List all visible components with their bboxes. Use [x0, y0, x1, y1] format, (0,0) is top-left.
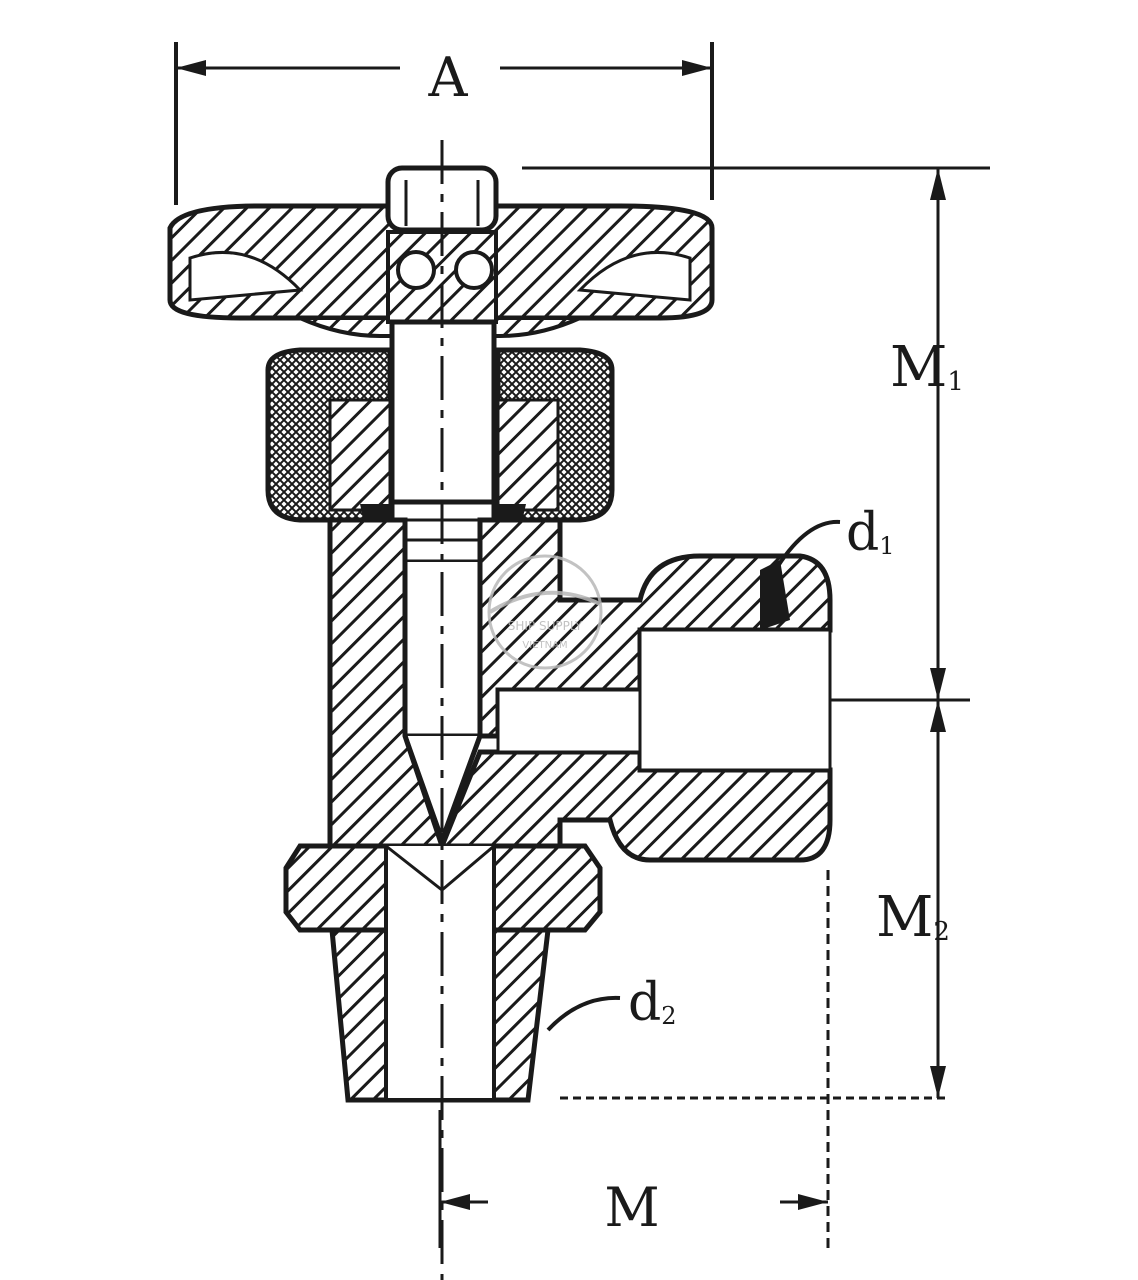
label-d1: d1	[846, 503, 895, 563]
watermark-line1: SHIP SUPPLY	[508, 619, 583, 633]
valve-body	[327, 517, 833, 863]
label-m: M	[604, 1176, 659, 1239]
dimension-a: A	[174, 42, 714, 205]
bonnet-nut	[265, 347, 615, 523]
watermark: SHIP SUPPLY VIETNAM	[487, 554, 603, 670]
label-a: A	[428, 46, 469, 109]
dimension-m: M	[438, 870, 830, 1248]
leader-d1: d1	[776, 503, 895, 568]
label-d2: d2	[628, 973, 677, 1033]
watermark-line2: VIETNAM	[522, 640, 567, 651]
leader-d2: d2	[546, 973, 677, 1033]
label-m1: M1	[890, 335, 964, 400]
label-m2: M2	[876, 885, 950, 950]
